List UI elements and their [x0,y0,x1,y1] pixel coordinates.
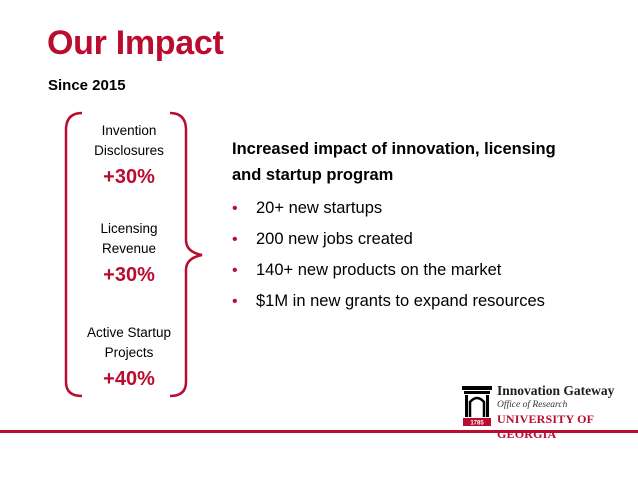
metric-value: +40% [103,368,155,390]
logo-line: Office of Research [497,400,568,410]
bullet-dot-icon: • [232,262,238,279]
metric-label: Disclosures [94,143,164,158]
footer-divider [0,430,638,433]
metric-label: Projects [104,345,154,360]
metric-label: Active Startup [86,325,172,340]
bullet-dot-icon: • [232,200,238,217]
list-item: • $1M in new grants to expand resources [232,291,612,312]
impact-heading-line: and startup program [232,166,394,184]
list-item-text: 140+ new products on the market [256,261,502,279]
list-item: • 200 new jobs created [232,229,612,250]
metric-label: Revenue [101,241,157,256]
list-item-text: $1M in new grants to expand resources [256,292,545,310]
bullet-dot-icon: • [232,293,238,310]
curly-brace-icon [64,111,203,398]
bullet-dot-icon: • [232,231,238,248]
list-item: • 20+ new startups [232,198,612,219]
metric-value: +30% [103,166,155,188]
metric-label: Licensing [100,221,158,236]
impact-heading-line: Increased impact of innovation, licensin… [232,140,556,158]
metric-active-startup-projects: Active Startup Projects +40% [70,323,188,391]
list-item-text: 20+ new startups [256,199,383,217]
logo-line: Innovation Gateway [497,383,615,398]
list-item: • 140+ new products on the market [232,260,612,281]
impact-heading: Increased impact of innovation, licensin… [232,136,612,188]
logo-line: UNIVERSITY OF GEORGIA [497,412,594,441]
metric-invention-disclosures: Invention Disclosures +30% [70,121,188,189]
uga-arch-logo-icon: 1785 [460,380,494,428]
seal-year: 1785 [470,421,484,427]
metric-value: +30% [103,264,155,286]
page-title: Our Impact [47,24,224,62]
impact-summary: Increased impact of innovation, licensin… [232,136,612,322]
page-subtitle: Since 2015 [48,77,126,94]
impact-bullet-list: • 20+ new startups • 200 new jobs created … [232,198,612,312]
metric-label: Invention [101,123,157,138]
uga-logo-text: Innovation Gateway Office of Research UN… [497,383,637,442]
list-item-text: 200 new jobs created [256,230,413,248]
metric-licensing-revenue: Licensing Revenue +30% [70,219,188,287]
